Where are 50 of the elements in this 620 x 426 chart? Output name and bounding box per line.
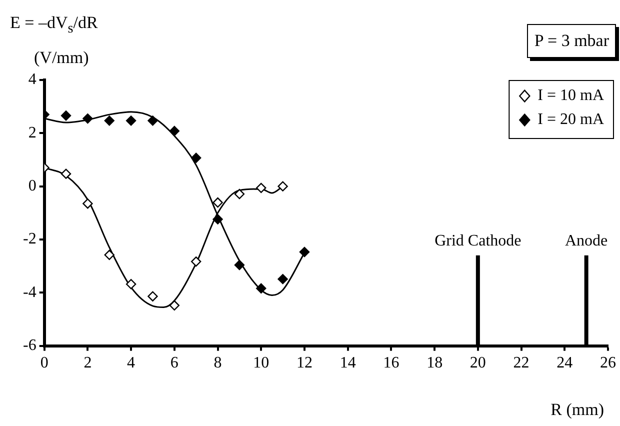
point — [126, 279, 136, 290]
point — [60, 110, 72, 121]
x-tick-label: 22 — [513, 354, 530, 372]
point — [278, 274, 288, 284]
point — [104, 250, 114, 260]
point — [148, 116, 158, 126]
x-tick-label: 26 — [600, 354, 616, 372]
point — [256, 283, 266, 294]
ref-line-label: Anode — [564, 232, 608, 250]
legend-label: I = 10 mA — [538, 87, 604, 104]
text: P = 3 mbar — [527, 24, 616, 58]
x-tick-label: 18 — [426, 354, 443, 372]
x-tick-label: 14 — [340, 354, 356, 372]
point — [60, 168, 72, 179]
x-tick-label: 4 — [127, 354, 136, 372]
y-tick-label: 0 — [28, 178, 36, 195]
x-tick-label: 20 — [470, 354, 486, 372]
x-tick-label: 2 — [84, 354, 92, 372]
y-axis-title: E = –dV$_{s}$/dR (V/mm) — [10, 12, 98, 68]
point — [82, 198, 93, 209]
x-tick-label: 24 — [556, 354, 573, 372]
ref-line-label: Grid Cathode — [434, 232, 522, 250]
y-tick-label: 2 — [28, 124, 36, 142]
point — [104, 116, 114, 126]
y-tick-label: -2 — [23, 230, 36, 248]
x-axis-title: R (mm) — [550, 400, 604, 420]
x-tick-label: 12 — [296, 354, 312, 372]
point — [82, 113, 93, 124]
point — [148, 291, 158, 302]
point — [212, 197, 223, 208]
point — [169, 300, 180, 310]
x-tick-label: 8 — [214, 354, 222, 372]
point — [278, 181, 288, 192]
point — [256, 182, 266, 194]
point — [212, 214, 223, 224]
point — [126, 116, 136, 126]
point — [190, 256, 202, 267]
legend-label: I = 20 mA — [538, 111, 604, 128]
point — [234, 188, 245, 200]
y-tick-label: 4 — [28, 71, 36, 88]
point — [299, 246, 310, 258]
y-tick-label: -6 — [23, 337, 36, 354]
y-tick-label: -4 — [23, 284, 36, 301]
point — [234, 260, 245, 270]
x-tick-label: 0 — [40, 354, 48, 372]
point — [169, 126, 180, 136]
x-tick-label: 10 — [253, 354, 270, 372]
x-tick-label: 16 — [383, 354, 400, 372]
point — [190, 152, 202, 163]
x-tick-label: 6 — [170, 354, 178, 372]
